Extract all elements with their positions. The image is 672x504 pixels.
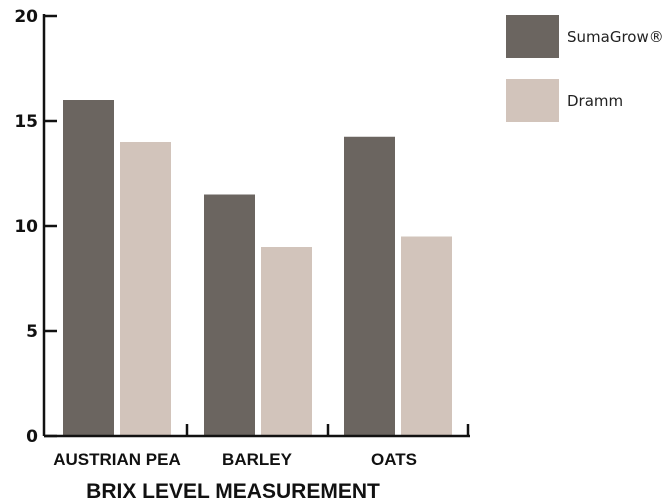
- bar-sumagrow-1: [204, 194, 255, 436]
- bar-dramm-1: [261, 247, 312, 436]
- y-tick-label: 10: [14, 217, 38, 237]
- y-tick-label: 20: [14, 7, 38, 27]
- y-ticks-group: 0 5 10 15 20: [14, 7, 57, 447]
- legend-label: Dramm: [567, 92, 623, 110]
- legend-swatch: [506, 15, 559, 58]
- x-ticks-group: AUSTRIAN PEA BARLEY OATS: [53, 424, 470, 469]
- y-tick-label: 15: [14, 112, 38, 132]
- legend-swatch: [506, 79, 559, 122]
- x-category-label: BARLEY: [222, 450, 293, 469]
- x-axis-title: BRIX LEVEL MEASUREMENT: [86, 480, 380, 503]
- y-tick-label: 0: [26, 427, 38, 447]
- legend-label: SumaGrow®: [567, 28, 664, 46]
- bars-group: [63, 100, 452, 436]
- bar-dramm-2: [401, 236, 452, 436]
- legend: SumaGrow® Dramm: [506, 15, 664, 122]
- bar-dramm-0: [120, 142, 171, 436]
- x-category-label: OATS: [371, 450, 417, 469]
- bar-sumagrow-0: [63, 100, 114, 436]
- y-tick-label: 5: [26, 322, 38, 342]
- bar-sumagrow-2: [344, 136, 395, 436]
- x-category-label: AUSTRIAN PEA: [53, 450, 181, 469]
